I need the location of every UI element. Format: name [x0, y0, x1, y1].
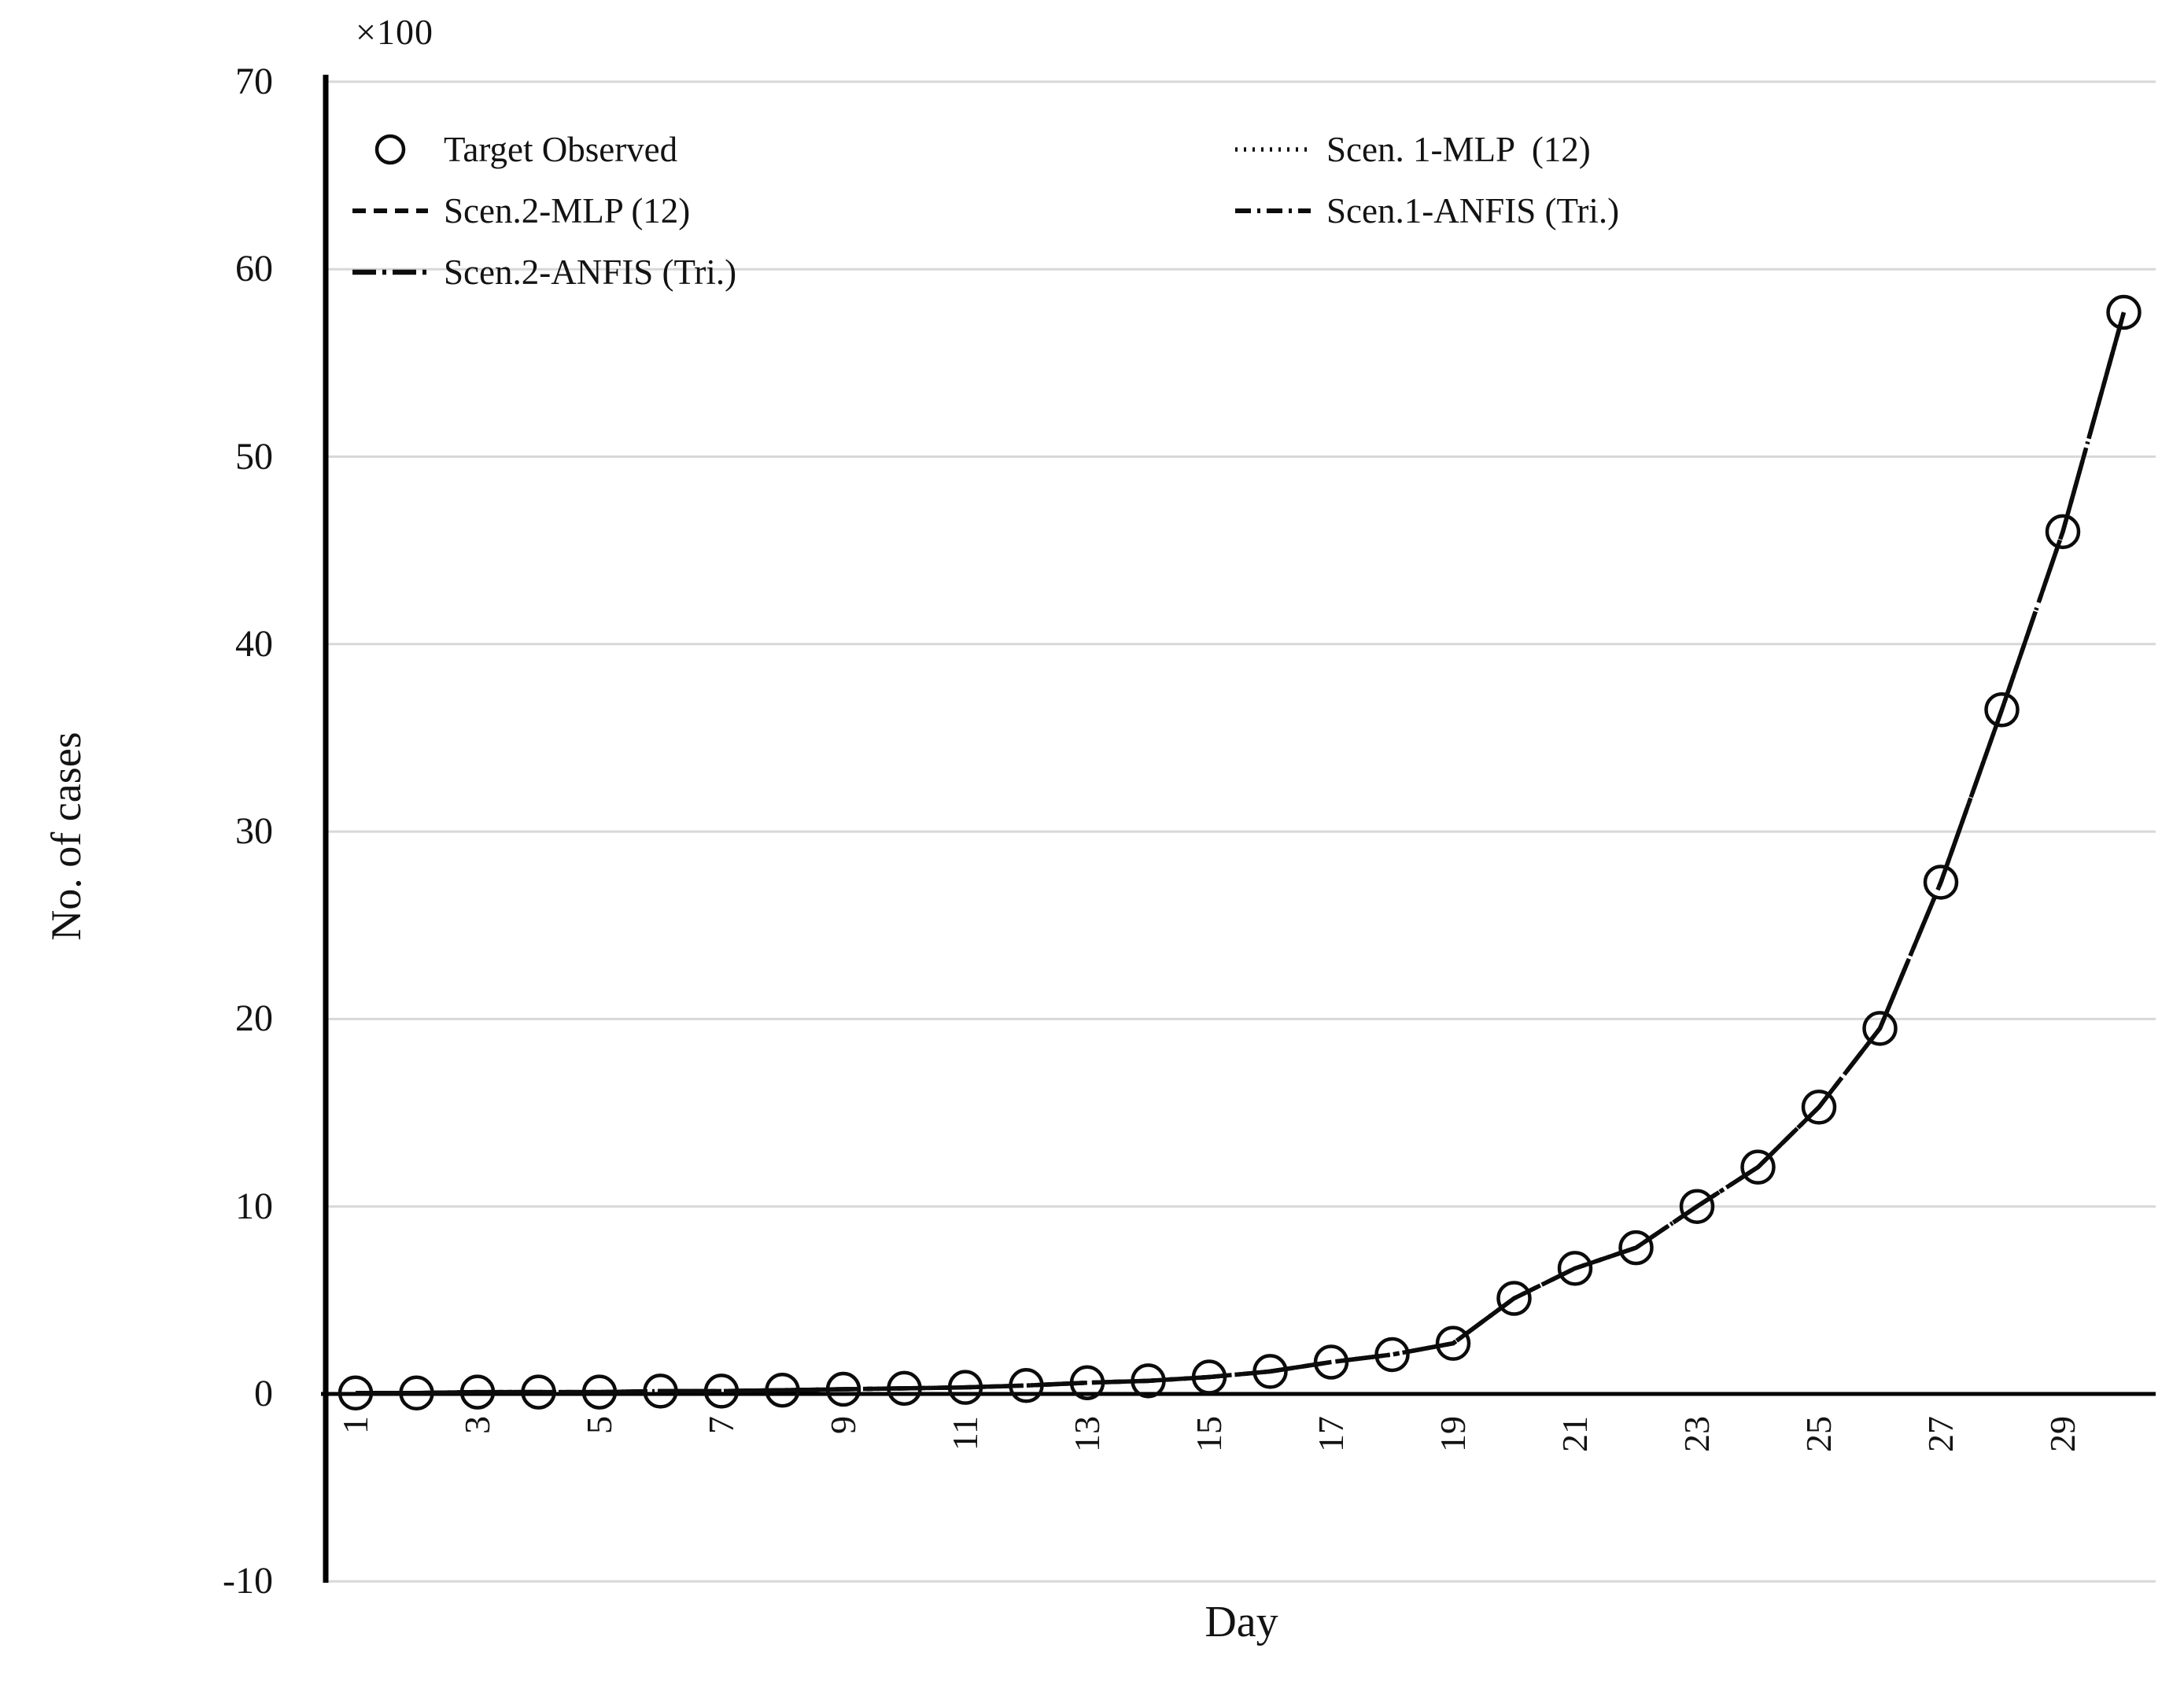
- series-line: [356, 312, 2127, 1396]
- y-tick-label: 60: [235, 248, 273, 290]
- x-tick-label: 13: [1067, 1416, 1107, 1452]
- x-tick-label: 1: [335, 1416, 375, 1434]
- data-point: [1679, 1189, 1715, 1224]
- y-tick-label: 20: [235, 997, 273, 1040]
- x-tick-label: 3: [457, 1416, 497, 1434]
- data-point: [1862, 1011, 1898, 1046]
- y-tick-label: 70: [235, 60, 273, 102]
- x-tick-label: 7: [701, 1416, 741, 1434]
- x-tick-label: 9: [823, 1416, 863, 1434]
- data-point: [1923, 865, 1959, 900]
- data-point: [947, 1370, 983, 1405]
- series-line: [356, 312, 2127, 1396]
- data-point: [1374, 1337, 1410, 1373]
- data-point: [825, 1371, 861, 1407]
- x-tick-label: 23: [1677, 1416, 1717, 1452]
- x-tick-label: 5: [579, 1416, 619, 1434]
- data-point: [765, 1372, 800, 1408]
- legend-label: Scen. 1-MLP (12): [1326, 130, 1591, 169]
- series-line: [356, 312, 2127, 1396]
- legend-label: Scen.1-ANFIS (Tri.): [1326, 191, 1620, 230]
- legend-label: Target Observed: [444, 130, 678, 169]
- x-tick-label: 15: [1189, 1416, 1229, 1452]
- legend-entry-scen2-mlp: Scen.2-MLP (12): [351, 187, 690, 234]
- legend-entry-scen1-anfis: Scen.1-ANFIS (Tri.): [1234, 187, 1619, 234]
- x-tick-label: 21: [1555, 1416, 1595, 1452]
- y-tick-label: 0: [254, 1373, 273, 1414]
- x-tick-label: 29: [2042, 1416, 2083, 1452]
- long-dash-dot-line-icon: [352, 269, 428, 275]
- legend-label: Scen.2-MLP (12): [444, 191, 691, 230]
- data-point: [643, 1373, 678, 1409]
- data-point: [399, 1375, 434, 1411]
- legend-entry-scen2-anfis: Scen.2-ANFIS (Tri.): [351, 249, 736, 296]
- data-point: [1191, 1359, 1227, 1395]
- data-point: [703, 1373, 740, 1409]
- legend-entry-scen1-mlp: Scen. 1-MLP (12): [1234, 126, 1591, 173]
- data-point: [1252, 1354, 1288, 1389]
- x-tick-label: 11: [945, 1416, 985, 1451]
- data-point: [1984, 691, 2020, 728]
- legend-entry-target-observed: Target Observed: [351, 126, 677, 173]
- x-tick-label: 17: [1311, 1416, 1351, 1452]
- x-tick-label: 19: [1433, 1416, 1473, 1452]
- y-tick-label: 40: [235, 622, 273, 665]
- y-tick-label: 50: [235, 435, 273, 477]
- y-tick-label: -10: [223, 1560, 273, 1602]
- data-point: [1313, 1344, 1349, 1380]
- dashed-line-icon: [352, 208, 428, 213]
- data-point: [459, 1374, 496, 1410]
- data-point: [1131, 1363, 1166, 1399]
- data-point: [1801, 1090, 1837, 1125]
- y-tick-label: 30: [235, 810, 273, 853]
- x-axis-title: Day: [1205, 1598, 1278, 1646]
- data-point: [2045, 514, 2081, 550]
- data-point: [887, 1370, 922, 1407]
- data-point: [1740, 1149, 1776, 1185]
- data-point: [1618, 1230, 1654, 1266]
- series-line: [356, 312, 2127, 1396]
- y-axis-title: No. of cases: [42, 732, 90, 941]
- x-tick-label: 27: [1920, 1416, 1961, 1452]
- data-point: [2106, 294, 2142, 330]
- x-tick-label: 25: [1798, 1416, 1839, 1452]
- data-point: [1069, 1365, 1105, 1400]
- y-tick-label: 10: [235, 1185, 273, 1227]
- dash-dot-line-icon: [1235, 208, 1311, 213]
- dotted-line-icon: [1235, 147, 1311, 152]
- open-circle-marker-icon: [374, 134, 406, 165]
- data-point: [521, 1374, 556, 1410]
- data-point: [1496, 1281, 1532, 1316]
- legend-label: Scen.2-ANFIS (Tri.): [444, 253, 737, 292]
- data-point: [1435, 1326, 1471, 1361]
- data-point: [338, 1375, 374, 1411]
- data-point: [1009, 1368, 1044, 1403]
- y-axis-unit-multiplier: ×100: [356, 12, 433, 52]
- data-point: [581, 1374, 618, 1410]
- data-point: [1557, 1251, 1593, 1286]
